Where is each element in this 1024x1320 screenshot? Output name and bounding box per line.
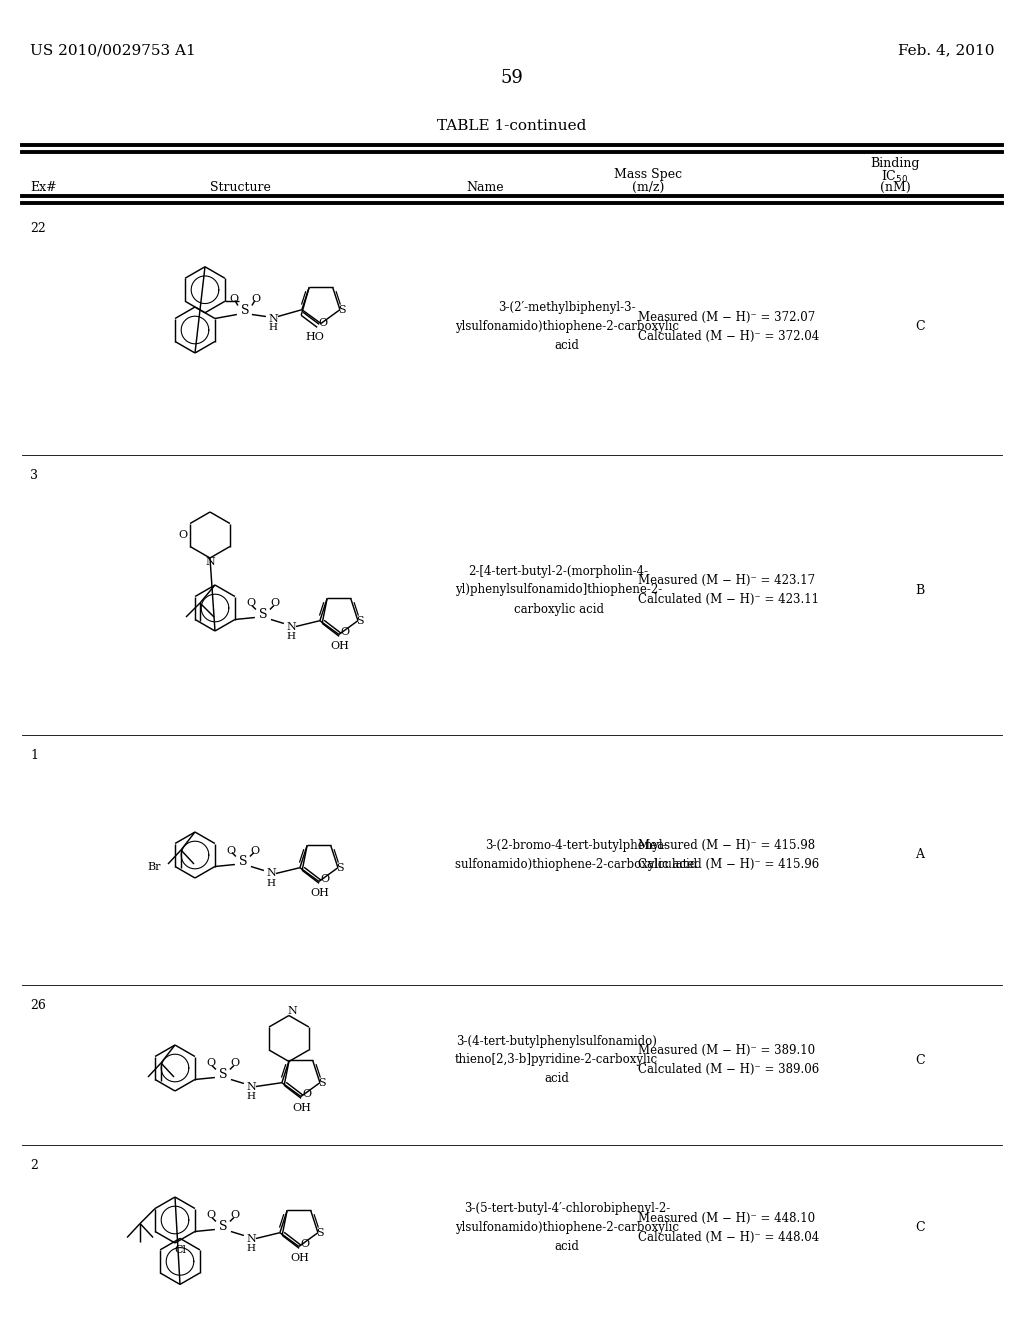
Text: N: N <box>287 1006 297 1016</box>
Text: 26: 26 <box>30 999 46 1012</box>
Text: S: S <box>259 609 267 620</box>
Text: US 2010/0029753 A1: US 2010/0029753 A1 <box>30 44 196 57</box>
Text: 3-(5-tert-butyl-4′-chlorobiphenyl-2-
ylsulfonamido)thiophene-2-carboxylic
acid: 3-(5-tert-butyl-4′-chlorobiphenyl-2- yls… <box>455 1203 679 1253</box>
Text: A: A <box>915 849 924 862</box>
Text: S: S <box>336 863 344 873</box>
Text: H: H <box>266 879 275 888</box>
Text: B: B <box>915 583 925 597</box>
Text: O: O <box>247 598 255 609</box>
Text: 3: 3 <box>30 469 38 482</box>
Text: Measured (M − H)⁻ = 389.10
Calculated (M − H)⁻ = 389.06: Measured (M − H)⁻ = 389.10 Calculated (M… <box>638 1044 819 1076</box>
Text: Binding: Binding <box>870 157 920 170</box>
Text: OH: OH <box>330 642 349 651</box>
Text: OH: OH <box>310 888 329 899</box>
Text: H: H <box>287 632 295 642</box>
Text: C: C <box>915 1053 925 1067</box>
Text: O: O <box>226 846 236 855</box>
Text: O: O <box>301 1239 309 1249</box>
Text: IC$_{50}$: IC$_{50}$ <box>882 169 908 185</box>
Text: O: O <box>341 627 350 638</box>
Text: O: O <box>270 598 280 609</box>
Text: Measured (M − H)⁻ = 415.98
Calculated (M − H)⁻ = 415.96: Measured (M − H)⁻ = 415.98 Calculated (M… <box>638 840 819 871</box>
Text: 59: 59 <box>501 69 523 87</box>
Text: 3-(4-tert-butylphenylsulfonamido)
thieno[2,3-b]pyridine-2-carboxylic
acid: 3-(4-tert-butylphenylsulfonamido) thieno… <box>455 1035 658 1085</box>
Text: S: S <box>219 1220 227 1233</box>
Text: S: S <box>241 304 249 317</box>
Text: O: O <box>178 531 187 540</box>
Text: OH: OH <box>290 1253 309 1263</box>
Text: C: C <box>915 319 925 333</box>
Text: C: C <box>915 1221 925 1234</box>
Text: OH: OH <box>292 1104 311 1113</box>
Text: H: H <box>268 323 278 333</box>
Text: S: S <box>318 1077 326 1088</box>
Text: H: H <box>247 1243 255 1253</box>
Text: 1: 1 <box>30 748 38 762</box>
Text: O: O <box>251 293 260 304</box>
Text: O: O <box>303 1089 311 1100</box>
Text: 2: 2 <box>30 1159 38 1172</box>
Text: N: N <box>268 314 278 323</box>
Text: 3-(2′-methylbiphenyl-3-
ylsulfonamido)thiophene-2-carboxylic
acid: 3-(2′-methylbiphenyl-3- ylsulfonamido)th… <box>455 301 679 352</box>
Text: O: O <box>229 293 239 304</box>
Text: N: N <box>286 622 296 631</box>
Text: TABLE 1-continued: TABLE 1-continued <box>437 119 587 133</box>
Text: N: N <box>266 869 275 879</box>
Text: Feb. 4, 2010: Feb. 4, 2010 <box>897 44 994 57</box>
Text: Ex#: Ex# <box>30 181 56 194</box>
Text: Br: Br <box>147 862 161 871</box>
Text: S: S <box>356 615 364 626</box>
Text: Cl: Cl <box>174 1245 186 1255</box>
Text: N: N <box>246 1081 256 1092</box>
Text: O: O <box>250 846 259 855</box>
Text: Measured (M − H)⁻ = 448.10
Calculated (M − H)⁻ = 448.04: Measured (M − H)⁻ = 448.10 Calculated (M… <box>638 1212 819 1243</box>
Text: S: S <box>338 305 346 314</box>
Text: S: S <box>219 1068 227 1081</box>
Text: S: S <box>239 855 247 869</box>
Text: O: O <box>230 1059 240 1068</box>
Text: Mass Spec: Mass Spec <box>614 168 682 181</box>
Text: O: O <box>230 1210 240 1221</box>
Text: N: N <box>205 557 215 568</box>
Text: HO: HO <box>305 333 324 342</box>
Text: Structure: Structure <box>210 181 270 194</box>
Text: O: O <box>321 874 330 884</box>
Text: 3-(2-bromo-4-tert-butylphenyl-
sulfonamido)thiophene-2-carboxylic acid: 3-(2-bromo-4-tert-butylphenyl- sulfonami… <box>455 840 697 871</box>
Text: 22: 22 <box>30 222 46 235</box>
Text: (nM): (nM) <box>880 181 910 194</box>
Text: 2-[4-tert-butyl-2-(morpholin-4-
yl)phenylsulfonamido]thiophene-2-
carboxylic aci: 2-[4-tert-butyl-2-(morpholin-4- yl)pheny… <box>455 565 663 615</box>
Text: S: S <box>316 1228 324 1238</box>
Text: O: O <box>318 318 328 329</box>
Text: Measured (M − H)⁻ = 372.07
Calculated (M − H)⁻ = 372.04: Measured (M − H)⁻ = 372.07 Calculated (M… <box>638 310 819 342</box>
Text: (m/z): (m/z) <box>632 181 665 194</box>
Text: O: O <box>207 1210 215 1221</box>
Text: H: H <box>247 1092 255 1101</box>
Text: Name: Name <box>466 181 504 194</box>
Text: Measured (M − H)⁻ = 423.17
Calculated (M − H)⁻ = 423.11: Measured (M − H)⁻ = 423.17 Calculated (M… <box>638 574 819 606</box>
Text: O: O <box>207 1059 215 1068</box>
Text: N: N <box>246 1233 256 1243</box>
